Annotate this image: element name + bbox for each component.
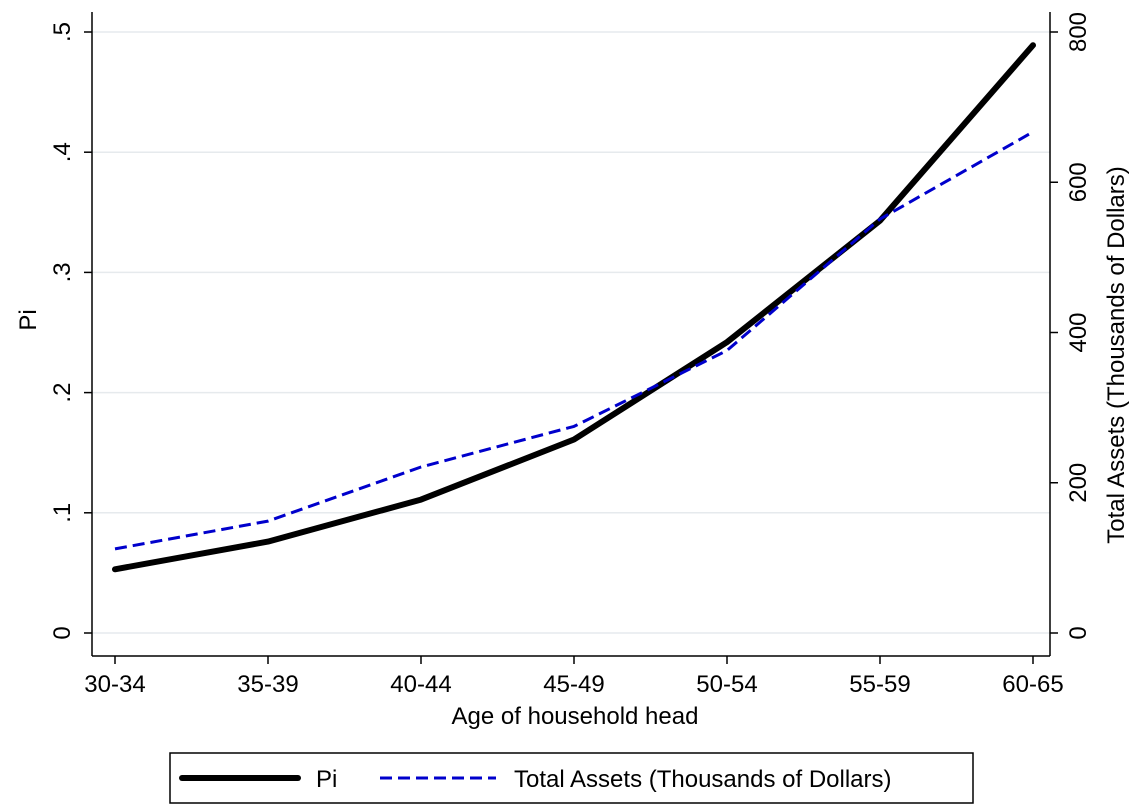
legend-label-total-assets: Total Assets (Thousands of Dollars)	[514, 766, 892, 793]
y2-tick-label: 600	[1065, 162, 1092, 202]
series-line-1	[114, 130, 1034, 551]
y-axis-title: Pi	[15, 309, 42, 330]
legend: Pi Total Assets (Thousands of Dollars)	[169, 752, 974, 804]
x-axis-title: Age of household head	[452, 703, 699, 730]
x-tick-label: 40-44	[390, 671, 451, 698]
x-tick-label: 60-65	[1002, 671, 1063, 698]
y2-tick-label: 200	[1065, 463, 1092, 503]
x-tick-label: 35-39	[237, 671, 298, 698]
y2-tick-label: 0	[1065, 626, 1092, 639]
x-tick-label: 55-59	[849, 671, 910, 698]
y2-tick-label: 800	[1065, 12, 1092, 52]
y-tick-label: .1	[49, 503, 76, 523]
y-tick-label: .5	[49, 22, 76, 42]
y-tick-label: 0	[49, 626, 76, 639]
y-tick-label: .3	[49, 262, 76, 282]
gridlines	[92, 31, 1050, 634]
series-lines	[112, 42, 1036, 573]
series-line-0	[112, 42, 1036, 573]
y-tick-label: .4	[49, 142, 76, 162]
legend-box	[169, 752, 974, 804]
y2-tick-label: 400	[1065, 312, 1092, 352]
x-tick-label: 50-54	[696, 671, 757, 698]
x-tick-label: 45-49	[543, 671, 604, 698]
y2-axis-title: Total Assets (Thousands of Dollars)	[1103, 166, 1130, 544]
legend-label-pi: Pi	[316, 766, 337, 793]
x-tick-label: 30-34	[84, 671, 145, 698]
y-tick-label: .2	[49, 383, 76, 403]
axes: 0 .1 .2 .3 .4 .5 0 200 400 600 800 30-34 35-39 40-44 4…	[49, 12, 1092, 698]
